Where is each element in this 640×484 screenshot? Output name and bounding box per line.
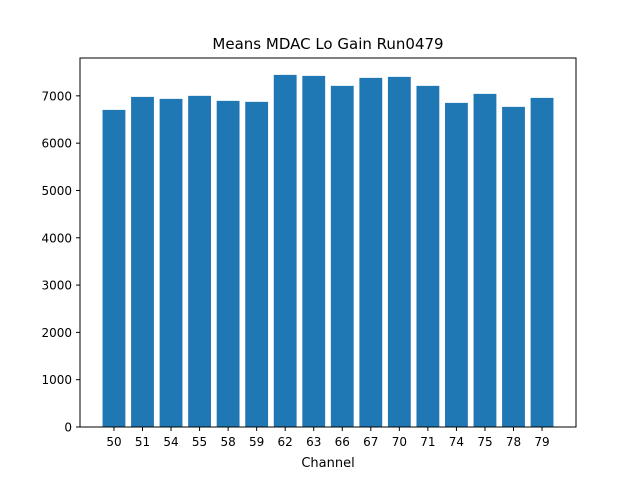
y-tick-label: 2000 xyxy=(41,326,72,340)
bar-55 xyxy=(188,95,211,427)
bar-54 xyxy=(159,98,183,428)
y-tick-label: 5000 xyxy=(41,184,72,198)
x-tick-label: 78 xyxy=(506,435,521,449)
x-tick-label: 62 xyxy=(278,435,293,449)
y-tick-label: 6000 xyxy=(41,137,72,151)
bar-67 xyxy=(359,77,383,427)
y-tick-label: 3000 xyxy=(41,279,72,293)
y-tick-label: 4000 xyxy=(41,231,72,245)
x-tick-label: 51 xyxy=(135,435,150,449)
x-tick-label: 67 xyxy=(363,435,378,449)
x-axis-label: Channel xyxy=(301,456,354,471)
y-tick-label: 0 xyxy=(64,421,72,435)
bar-59 xyxy=(245,101,269,427)
x-tick-label: 50 xyxy=(106,435,121,449)
axes-frame xyxy=(79,57,577,428)
bar-71 xyxy=(416,85,440,427)
x-tick-label: 79 xyxy=(534,435,549,449)
x-tick-label: 54 xyxy=(163,435,178,449)
bar-74 xyxy=(445,102,468,428)
x-tick-label: 55 xyxy=(192,435,207,449)
bar-62 xyxy=(273,74,297,427)
bar-66 xyxy=(330,85,354,427)
bar-50 xyxy=(102,109,126,427)
x-tick-label: 75 xyxy=(477,435,492,449)
bar-78 xyxy=(502,106,525,428)
x-tick-label: 74 xyxy=(449,435,464,449)
x-tick-label: 59 xyxy=(249,435,264,449)
bar-70 xyxy=(387,76,411,428)
bar-51 xyxy=(131,96,154,427)
bar-63 xyxy=(302,75,326,427)
y-tick-label: 7000 xyxy=(41,89,72,103)
bar-58 xyxy=(216,100,240,427)
x-tick-label: 63 xyxy=(306,435,321,449)
bar-75 xyxy=(473,93,497,428)
x-tick-label: 66 xyxy=(335,435,350,449)
x-tick-label: 58 xyxy=(220,435,235,449)
x-tick-label: 70 xyxy=(392,435,407,449)
chart-title: Means MDAC Lo Gain Run0479 xyxy=(212,35,443,53)
x-tick-label: 71 xyxy=(420,435,435,449)
y-tick-label: 1000 xyxy=(41,373,72,387)
bar-79 xyxy=(530,97,554,428)
